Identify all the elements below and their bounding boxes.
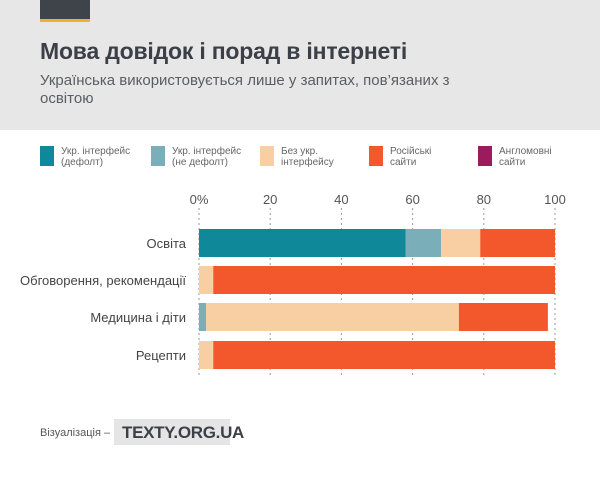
category-label: Освіта — [147, 236, 187, 251]
bar-segment — [199, 266, 214, 294]
category-label: Медицина і діти — [90, 310, 186, 325]
category-label: Рецепти — [136, 348, 186, 363]
x-tick-label: 40 — [334, 192, 348, 207]
x-tick-label: 60 — [405, 192, 419, 207]
legend-swatch — [369, 146, 383, 166]
bar-segment — [458, 303, 548, 331]
header-band: Мова довідок і порад в інтернеті Українс… — [0, 0, 600, 130]
chart-subtitle: Українська використовується лише у запит… — [40, 72, 450, 107]
bar-segment — [199, 229, 406, 257]
brand-logo-stripe — [40, 19, 90, 22]
bar-segment — [213, 341, 556, 369]
x-tick-label: 20 — [263, 192, 277, 207]
legend-label: Укр. інтерфейс (не дефолт) — [172, 146, 242, 168]
bar-segment — [213, 266, 556, 294]
footer-logo-text: TEXTY.ORG.UA — [122, 423, 245, 442]
bar-segment — [480, 229, 555, 257]
bar-segment — [441, 229, 481, 257]
bar-segment — [199, 303, 207, 331]
bar-segment — [199, 341, 214, 369]
bar-segment — [206, 303, 459, 331]
brand-logo-bar — [40, 0, 90, 22]
legend-label: Англомовні сайти — [499, 146, 552, 168]
x-tick-label: 80 — [477, 192, 491, 207]
category-label: Обговорення, рекомендації — [20, 273, 186, 288]
legend-label: Без укр. інтерфейсу — [281, 146, 334, 168]
x-tick-label: 0% — [190, 192, 209, 207]
bar-segment — [405, 229, 442, 257]
legend-swatch — [151, 146, 165, 166]
legend-swatch — [260, 146, 274, 166]
footer-logo[interactable]: TEXTY.ORG.UA — [114, 419, 244, 445]
chart-title: Мова довідок і порад в інтернеті — [40, 38, 408, 64]
legend-label: Укр. інтерфейс (дефолт) — [61, 146, 131, 168]
legend-swatch — [478, 146, 492, 166]
legend-swatch — [40, 146, 54, 166]
legend-label: Російські сайти — [390, 146, 432, 168]
footer-credit-label: Візуалізація – — [40, 427, 111, 439]
x-tick-label: 100 — [544, 192, 566, 207]
